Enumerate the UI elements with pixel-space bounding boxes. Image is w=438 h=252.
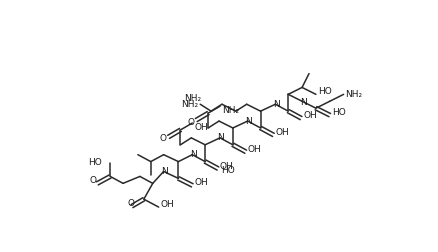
Text: OH: OH bbox=[302, 111, 316, 120]
Text: O: O bbox=[89, 176, 96, 185]
Text: HO: HO bbox=[220, 165, 234, 174]
Text: HO: HO bbox=[317, 87, 331, 96]
Text: OH: OH bbox=[219, 161, 233, 170]
Text: HO: HO bbox=[88, 158, 102, 166]
Text: O: O bbox=[187, 117, 194, 126]
Text: NH₂: NH₂ bbox=[181, 99, 198, 108]
Text: NH₂: NH₂ bbox=[345, 89, 362, 99]
Text: N: N bbox=[190, 150, 196, 159]
Text: O: O bbox=[127, 198, 134, 207]
Text: HO: HO bbox=[331, 108, 345, 117]
Text: OH: OH bbox=[194, 178, 208, 186]
Text: OH: OH bbox=[160, 199, 174, 208]
Text: N: N bbox=[161, 166, 168, 175]
Text: OH: OH bbox=[247, 144, 261, 153]
Text: NH₂: NH₂ bbox=[184, 93, 201, 102]
Text: N: N bbox=[299, 97, 306, 106]
Text: OH: OH bbox=[194, 122, 208, 132]
Text: NH₂: NH₂ bbox=[222, 106, 239, 115]
Text: N: N bbox=[217, 133, 224, 142]
Text: N: N bbox=[245, 116, 251, 125]
Text: O: O bbox=[159, 134, 166, 143]
Text: OH: OH bbox=[275, 127, 289, 136]
Text: N: N bbox=[272, 99, 279, 108]
